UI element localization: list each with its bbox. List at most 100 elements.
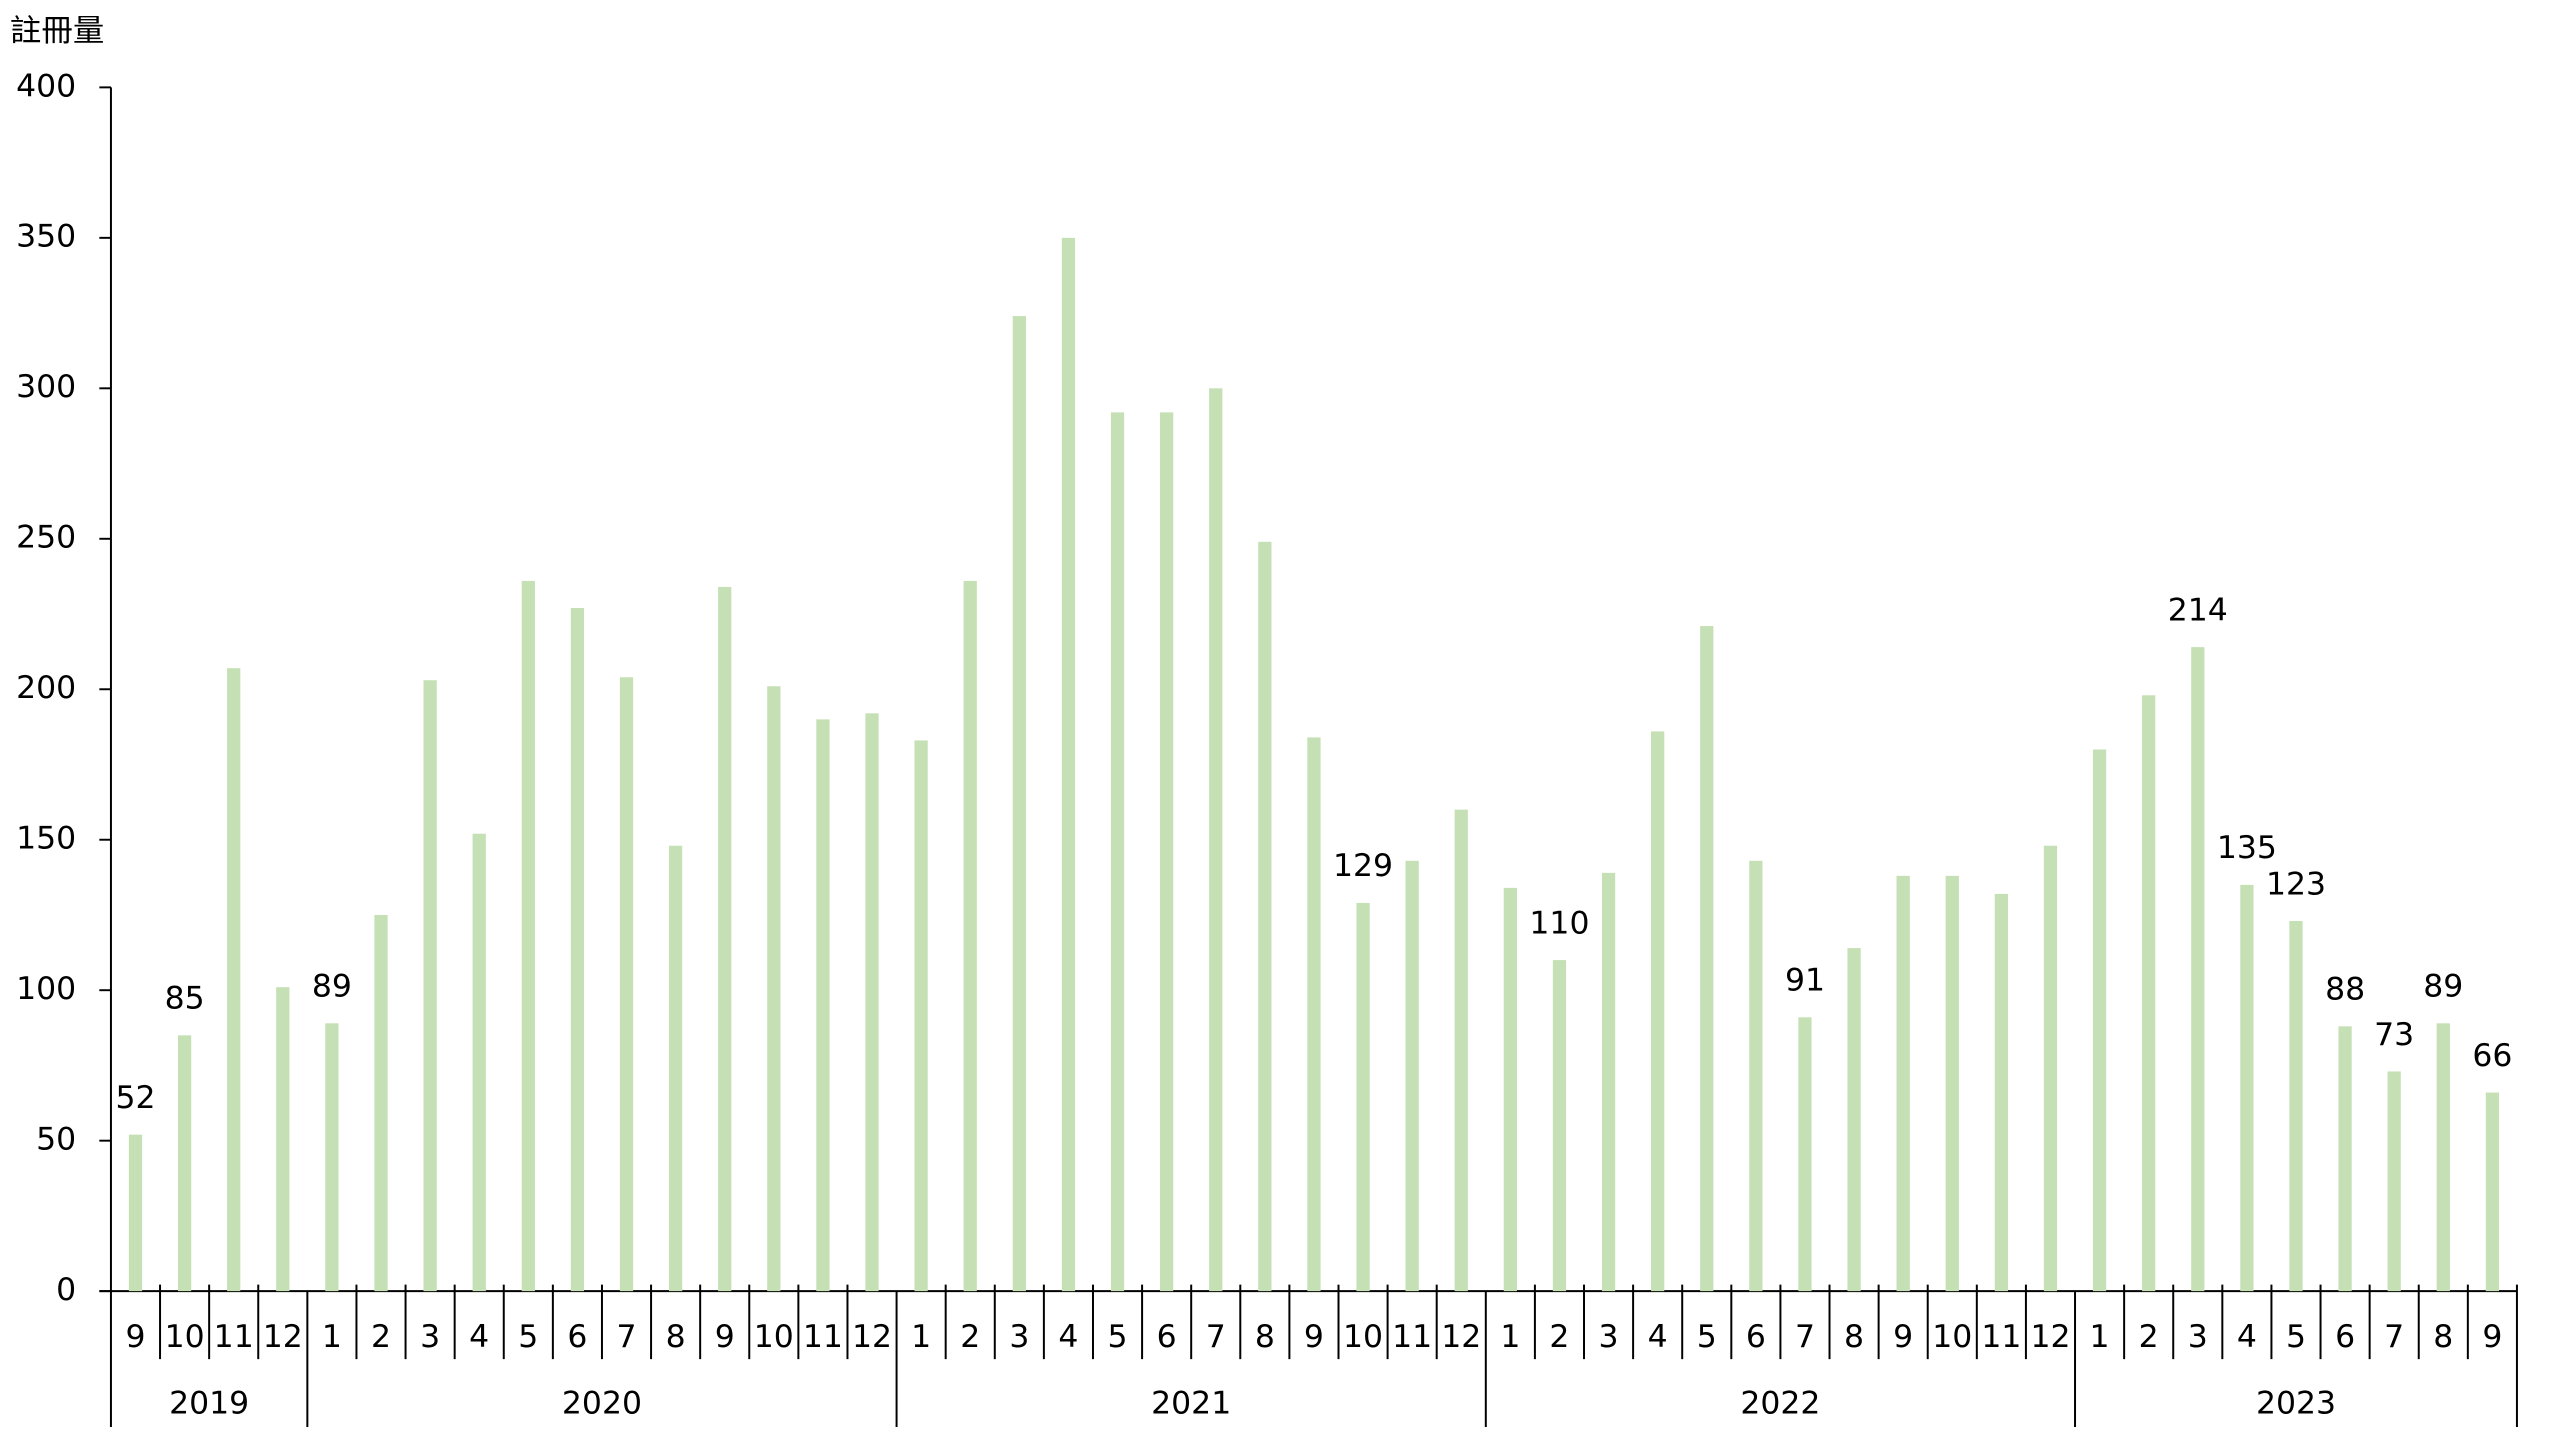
bar: [1258, 541, 1272, 1292]
bar: [2092, 749, 2107, 1292]
x-tick-label: 9: [1893, 1319, 1913, 1355]
bar: [816, 719, 830, 1292]
x-tick-label: 6: [567, 1319, 587, 1355]
x-tick-label: 8: [1255, 1319, 1275, 1355]
bar: [1945, 875, 1959, 1292]
bar: [276, 987, 290, 1292]
x-tick-label: 6: [1746, 1319, 1766, 1355]
bar: [1700, 626, 1714, 1292]
x-tick-label: 3: [1599, 1319, 1619, 1355]
bar: [865, 713, 879, 1292]
bar: [2142, 695, 2156, 1292]
bar: [1896, 875, 1910, 1292]
bar: [570, 608, 585, 1292]
data-label: 89: [2423, 969, 2463, 1005]
bar: [1552, 960, 1567, 1292]
bar: [1356, 902, 1370, 1292]
x-tick-label: 2: [960, 1319, 980, 1355]
bar: [1651, 731, 1665, 1292]
y-tick-label: 50: [36, 1122, 76, 1158]
x-tick-label: 4: [1648, 1319, 1668, 1355]
x-tick-label: 10: [1343, 1319, 1383, 1355]
bar: [2043, 845, 2058, 1292]
bar: [1503, 887, 1517, 1292]
data-label: 88: [2325, 972, 2365, 1008]
x-tick-label: 5: [1697, 1319, 1717, 1355]
bar: [1405, 860, 1419, 1292]
x-tick-label: 9: [1304, 1319, 1324, 1355]
x-tick-label: 10: [165, 1319, 205, 1355]
bar: [963, 580, 977, 1292]
x-tick-label: 6: [1157, 1319, 1177, 1355]
bar: [2485, 1092, 2500, 1292]
x-tick-label: 1: [2090, 1319, 2110, 1355]
bar: [521, 580, 535, 1292]
bar: [1749, 860, 1763, 1292]
bar: [914, 740, 928, 1292]
data-label: 91: [1785, 963, 1825, 999]
x-tick-label: 3: [1009, 1319, 1029, 1355]
x-tick-label: 3: [420, 1319, 440, 1355]
y-tick-label: 100: [16, 971, 76, 1007]
bar: [1061, 237, 1076, 1292]
y-tick-label: 200: [16, 670, 76, 706]
bar: [325, 1023, 339, 1292]
bar: [668, 845, 683, 1292]
group-label: 2022: [1740, 1386, 1820, 1422]
x-tick-label: 10: [1932, 1319, 1972, 1355]
x-tick-label: 7: [1795, 1319, 1815, 1355]
x-tick-label: 11: [1981, 1319, 2021, 1355]
x-tick-label: 2: [2139, 1319, 2159, 1355]
bar: [2338, 1026, 2352, 1292]
bar: [128, 1134, 143, 1292]
bar: [1012, 316, 1026, 1292]
x-tick-label: 7: [2384, 1319, 2404, 1355]
bar: [423, 680, 437, 1292]
x-tick-label: 11: [214, 1319, 254, 1355]
x-tick-label: 2: [1549, 1319, 1569, 1355]
x-tick-label: 7: [617, 1319, 637, 1355]
x-tick-label: 5: [2286, 1319, 2306, 1355]
bar: [1307, 737, 1321, 1292]
bar: [1110, 412, 1125, 1292]
x-tick-label: 12: [1441, 1319, 1481, 1355]
bar: [619, 677, 634, 1292]
bar: [1847, 948, 1861, 1292]
bar: [374, 914, 388, 1292]
x-tick-label: 4: [469, 1319, 489, 1355]
y-tick-label: 150: [16, 821, 76, 857]
x-tick-label: 5: [518, 1319, 538, 1355]
data-label: 89: [312, 969, 352, 1005]
x-tick-label: 3: [2188, 1319, 2208, 1355]
x-tick-label: 1: [322, 1319, 342, 1355]
data-label: 214: [2168, 593, 2228, 629]
group-label: 2020: [562, 1386, 642, 1422]
x-tick-label: 1: [1500, 1319, 1520, 1355]
y-tick-label: 350: [16, 219, 76, 255]
bar: [1454, 809, 1468, 1292]
x-tick-label: 12: [2030, 1319, 2070, 1355]
bar: [2289, 920, 2303, 1292]
bar: [1994, 893, 2008, 1292]
data-label: 85: [165, 981, 205, 1017]
group-label: 2019: [169, 1386, 249, 1422]
x-tick-label: 5: [1108, 1319, 1128, 1355]
data-label: 66: [2472, 1038, 2512, 1074]
x-tick-label: 4: [1058, 1319, 1078, 1355]
bar: [1209, 388, 1223, 1292]
group-label: 2021: [1151, 1386, 1231, 1422]
bar: [2387, 1071, 2401, 1292]
bar: [2191, 647, 2205, 1292]
data-label: 110: [1529, 906, 1589, 942]
x-tick-label: 9: [125, 1319, 145, 1355]
bar: [1798, 1017, 1812, 1292]
data-label: 123: [2266, 867, 2326, 903]
bar: [1601, 872, 1616, 1292]
y-tick-label: 0: [56, 1272, 76, 1308]
bar: [2436, 1023, 2450, 1292]
x-tick-label: 7: [1206, 1319, 1226, 1355]
bar: [177, 1035, 192, 1292]
data-label: 73: [2374, 1017, 2414, 1053]
